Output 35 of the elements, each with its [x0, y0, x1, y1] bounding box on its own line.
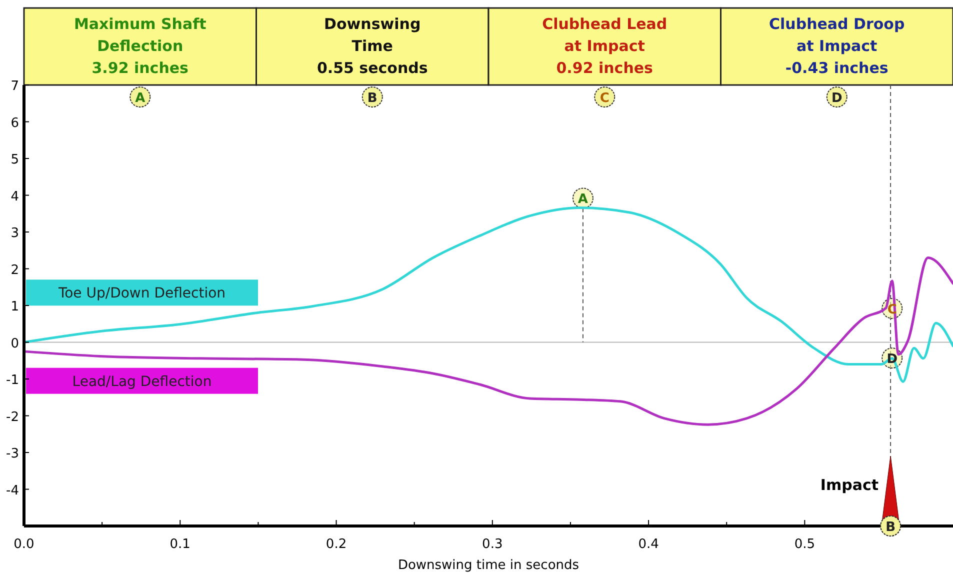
x-tick-label: 0.4: [638, 537, 659, 552]
x-tick-label: 0.2: [326, 537, 347, 552]
x-axis-title: Downswing time in seconds: [398, 558, 580, 573]
text: A: [135, 91, 146, 106]
y-tick-label: -2: [6, 410, 19, 425]
series-label: Toe Up/Down Deflection: [57, 286, 226, 302]
y-tick-label: 0: [10, 336, 19, 352]
annotation: A: [578, 192, 588, 208]
ref-line-label: Impact: [820, 476, 879, 494]
y-tick-label: 3: [10, 226, 19, 241]
x-tick-label: 0.0: [14, 537, 34, 552]
text: Downswing Time 0.55 seconds: [316, 15, 428, 77]
annotation: B: [886, 520, 896, 535]
y-tick-label: 5: [10, 152, 19, 168]
text: C: [600, 91, 610, 106]
text: Clubhead Droop at Impact -0.43 inches: [769, 15, 905, 77]
y-tick-label: 6: [10, 116, 19, 131]
text: B: [367, 91, 378, 106]
y-tick-label: -4: [6, 483, 19, 498]
y-tick-label: -1: [6, 373, 19, 388]
legend-label-box: Lead/Lag Deflection: [26, 368, 258, 394]
series-label: Lead/Lag Deflection: [72, 374, 212, 390]
y-tick-label: 1: [10, 300, 19, 314]
legend-label-box: Toe Up/Down Deflection: [26, 280, 258, 306]
line-series: [22, 256, 953, 426]
text: D: [831, 91, 842, 106]
x-tick-label: 0.5: [794, 537, 816, 552]
text: Clubhead Lead at Impact 0.92 inches: [542, 15, 668, 77]
y-tick-label: -3: [6, 446, 19, 462]
y-tick-label: 4: [10, 189, 19, 204]
y-tick-label: 2: [10, 262, 19, 278]
text: Maximum Shaft Deflection 3.92 inches: [74, 15, 206, 77]
y-tick-label: 7: [10, 79, 19, 94]
x-tick-label: 0.3: [482, 537, 503, 552]
x-tick-label: 0.1: [170, 537, 190, 552]
